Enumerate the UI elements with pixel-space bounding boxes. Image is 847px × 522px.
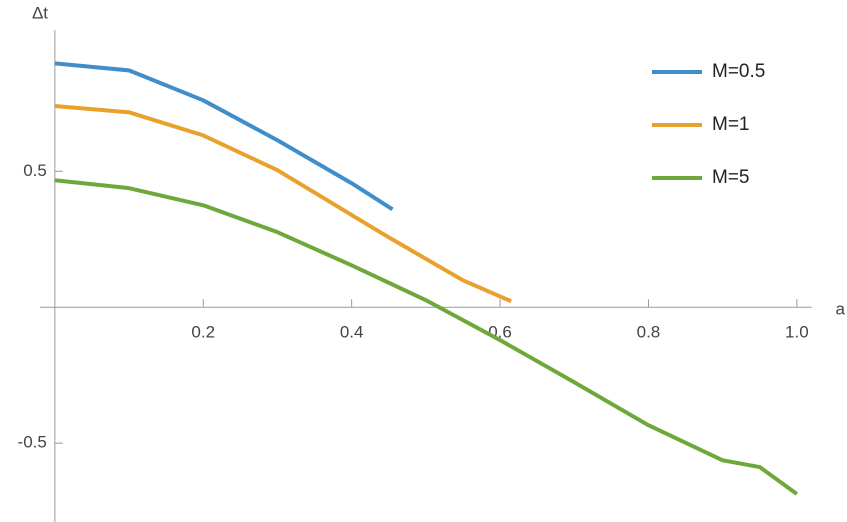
x-tick-label: 0.4 bbox=[340, 323, 364, 342]
data-line bbox=[54, 104, 512, 304]
x-tick-label: 1.0 bbox=[785, 323, 809, 342]
data-line bbox=[54, 178, 799, 496]
data-line bbox=[54, 61, 394, 212]
legend-label: M=1 bbox=[712, 114, 750, 135]
y-axis-label: Δt bbox=[32, 3, 48, 22]
x-tick-label: 0.2 bbox=[191, 323, 215, 342]
y-tick-label: -0.5 bbox=[18, 433, 47, 452]
legend-label: M=5 bbox=[712, 167, 750, 188]
y-tick-label: 0.5 bbox=[23, 161, 47, 180]
x-axis-label: a bbox=[836, 299, 846, 318]
legend-label: M=0.5 bbox=[712, 61, 765, 82]
x-tick-label: 0.8 bbox=[637, 323, 661, 342]
